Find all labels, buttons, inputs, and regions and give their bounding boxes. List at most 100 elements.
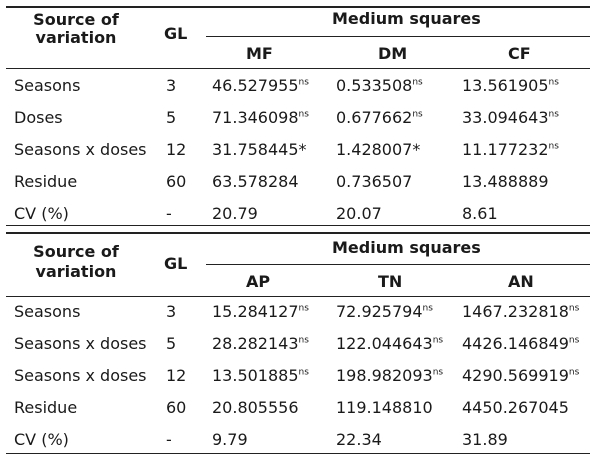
significance-marker: ns [412, 77, 423, 88]
row-gl-cell: 60 [166, 172, 186, 192]
table-1: Source of variation GL Medium squares MF… [6, 6, 590, 226]
row-value-cell: 22.34 [336, 430, 382, 450]
gl-header: GL [164, 24, 188, 43]
row-gl-cell: - [166, 430, 172, 450]
cell-text: Seasons x doses [14, 334, 147, 353]
medium-squares-header: Medium squares [332, 238, 481, 257]
cell-text: 1.428007* [336, 140, 421, 159]
table-bottom-rule [6, 453, 590, 454]
row-gl-cell: 5 [166, 108, 176, 128]
cell-text: 0.736507 [336, 172, 413, 191]
cell-text: 20.79 [212, 204, 258, 223]
column-header-cf: CF [508, 44, 531, 63]
table-bottom-rule [6, 225, 590, 226]
header-bottom-rule [6, 68, 590, 69]
column-header-an: AN [508, 272, 534, 291]
cell-text: Residue [14, 398, 78, 417]
source-header-line1: Source of [33, 242, 119, 261]
row-source-cell: Seasons x doses [14, 334, 147, 354]
cell-text: 119.148810 [336, 398, 433, 417]
row-gl-cell: 3 [166, 76, 176, 96]
row-source-cell: Residue [14, 172, 77, 192]
cell-text: 0.677662 [336, 108, 413, 127]
cell-text: 31.89 [462, 430, 508, 449]
cell-text: - [166, 204, 172, 223]
row-source-cell: Seasons [14, 302, 80, 322]
cell-text: 3 [166, 302, 177, 321]
cell-text: CV (%) [14, 204, 69, 223]
source-header-line2: variation [35, 262, 117, 281]
row-value-cell: 71.346098ns [212, 108, 309, 128]
row-value-cell: 4290.569919ns [462, 366, 579, 386]
cell-text: CV (%) [14, 430, 69, 449]
row-value-cell: 46.527955ns [212, 76, 309, 96]
cell-text: Seasons x doses [14, 366, 147, 385]
row-value-cell: 72.925794ns [336, 302, 433, 322]
row-gl-cell: 12 [166, 140, 186, 160]
row-source-cell: Residue [14, 398, 77, 418]
column-header-tn: TN [378, 272, 403, 291]
cell-text: Residue [14, 172, 78, 191]
cell-text: 12 [166, 366, 187, 385]
cell-text: 4450.267045 [462, 398, 569, 417]
row-value-cell: 4450.267045 [462, 398, 569, 418]
cell-text: 3 [166, 76, 177, 95]
group-header-rule [206, 36, 590, 37]
table-2: Source of variation GL Medium squares AP… [6, 232, 590, 454]
cell-text: 4426.146849 [462, 334, 569, 353]
cell-text: 12 [166, 140, 187, 159]
cell-text: 8.61 [462, 204, 498, 223]
row-value-cell: 20.07 [336, 204, 382, 224]
column-header-ap: AP [246, 272, 271, 291]
row-value-cell: 63.578284 [212, 172, 299, 192]
cell-text: 4290.569919 [462, 366, 569, 385]
significance-marker: ns [412, 109, 423, 120]
source-header-line1: Source of [33, 10, 119, 29]
row-value-cell: 11.177232ns [462, 140, 559, 160]
significance-marker: ns [568, 303, 580, 314]
header-bottom-rule [6, 296, 590, 297]
cell-text: 15.284127 [212, 302, 299, 321]
row-source-cell: Seasons x doses [14, 366, 147, 386]
cell-text: 20.805556 [212, 398, 299, 417]
row-gl-cell: 12 [166, 366, 186, 386]
cell-text: 60 [166, 398, 187, 417]
cell-text: 46.527955 [212, 76, 299, 95]
cell-text: 20.07 [336, 204, 382, 223]
cell-text: Seasons [14, 76, 81, 95]
row-gl-cell: 5 [166, 334, 176, 354]
row-value-cell: 15.284127ns [212, 302, 309, 322]
cell-text: 71.346098 [212, 108, 299, 127]
cell-text: 198.982093 [336, 366, 433, 385]
cell-text: 11.177232 [462, 140, 549, 159]
gl-header: GL [164, 254, 188, 273]
medium-squares-header: Medium squares [332, 9, 481, 28]
column-header-dm: DM [378, 44, 408, 63]
row-source-cell: Doses [14, 108, 63, 128]
row-value-cell: 9.79 [212, 430, 248, 450]
row-value-cell: 4426.146849ns [462, 334, 579, 354]
significance-marker: ns [298, 303, 309, 314]
significance-marker: ns [548, 77, 559, 88]
cell-text: 28.282143 [212, 334, 299, 353]
row-value-cell: 20.805556 [212, 398, 299, 418]
row-gl-cell: 3 [166, 302, 176, 322]
cell-text: 122.044643 [336, 334, 433, 353]
row-gl-cell: - [166, 204, 172, 224]
cell-text: 0.533508 [336, 76, 413, 95]
cell-text: 5 [166, 108, 177, 127]
significance-marker: ns [548, 109, 559, 120]
cell-text: 5 [166, 334, 177, 353]
significance-marker: ns [298, 109, 309, 120]
row-value-cell: 0.533508ns [336, 76, 423, 96]
cell-text: 1467.232818 [462, 302, 569, 321]
row-source-cell: CV (%) [14, 204, 69, 224]
cell-text: Seasons [14, 302, 81, 321]
row-value-cell: 20.79 [212, 204, 258, 224]
row-value-cell: 119.148810 [336, 398, 433, 418]
cell-text: 72.925794 [336, 302, 423, 321]
cell-text: Seasons x doses [14, 140, 147, 159]
table-top-rule [6, 232, 590, 234]
significance-marker: ns [548, 141, 559, 152]
